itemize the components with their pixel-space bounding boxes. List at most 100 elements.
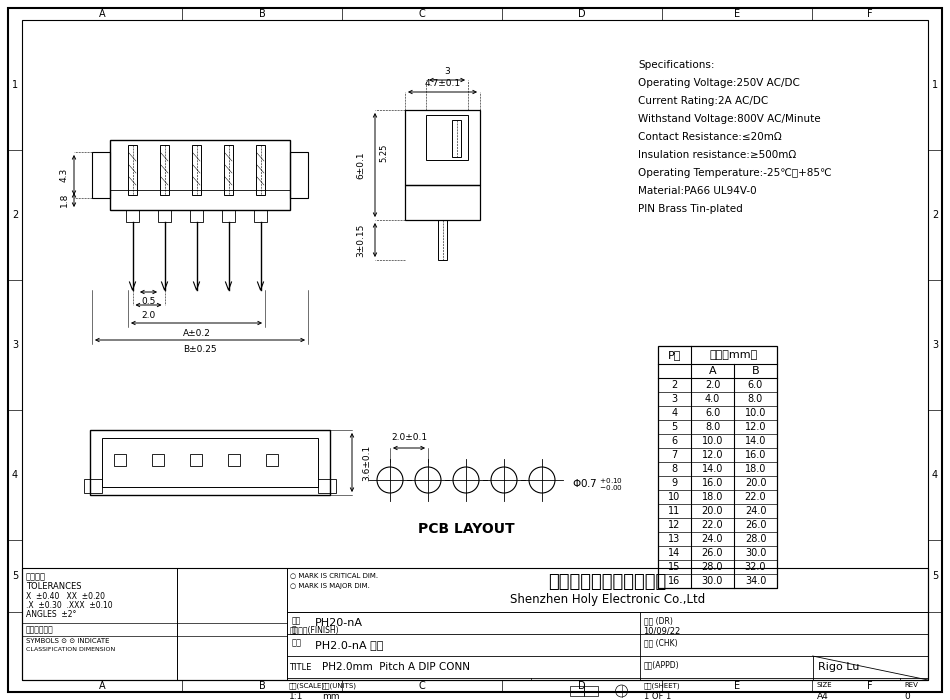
Text: CLASSIFICATION DIMENSION: CLASSIFICATION DIMENSION [26,647,115,652]
Text: 1 OF 1: 1 OF 1 [643,692,671,700]
Text: 26.0: 26.0 [745,520,767,530]
Text: TOLERANCES: TOLERANCES [26,582,82,591]
Text: Contact Resistance:≤20mΩ: Contact Resistance:≤20mΩ [638,132,782,142]
Text: 1:1: 1:1 [289,692,303,700]
Bar [90,430,330,495]
Text: 4: 4 [672,408,677,418]
Text: ○ MARK IS MAJOR DIM.: ○ MARK IS MAJOR DIM. [290,583,370,589]
Bar [114,454,126,466]
Text: F: F [867,681,873,691]
Bar [584,686,598,696]
Bar [405,185,480,220]
Text: P数: P数 [668,350,681,360]
Text: 8: 8 [672,464,677,474]
Text: 10.0: 10.0 [745,408,767,418]
Text: PH2.0mm  Pitch A DIP CONN: PH2.0mm Pitch A DIP CONN [322,662,470,672]
Text: 6: 6 [672,436,677,446]
Bar [110,140,290,210]
Text: D: D [579,681,586,691]
Text: 28.0: 28.0 [702,562,723,572]
Text: 15: 15 [668,562,681,572]
Text: Material:PA66 UL94V-0: Material:PA66 UL94V-0 [638,186,756,196]
Text: 32.0: 32.0 [745,562,767,572]
Text: 20.0: 20.0 [702,506,723,516]
Text: 一般公差: 一般公差 [26,572,46,581]
Text: 3±0.15: 3±0.15 [356,223,366,257]
Text: 工程: 工程 [292,616,301,625]
Text: Specifications:: Specifications: [638,60,714,70]
Text: D: D [579,9,586,19]
Text: B: B [751,366,759,376]
Text: 7: 7 [672,450,677,460]
Text: 单位(UNITS): 单位(UNITS) [322,682,357,689]
Bar [84,479,102,493]
Text: 6.0: 6.0 [705,408,720,418]
Text: E: E [734,681,740,691]
Text: 3: 3 [672,394,677,404]
Text: SIZE: SIZE [817,682,832,688]
Text: 2: 2 [932,210,938,220]
Text: X  ±0.40   XX  ±0.20: X ±0.40 XX ±0.20 [26,592,105,601]
Text: 4: 4 [12,470,18,480]
Text: 2.0: 2.0 [705,380,720,390]
Bar [266,454,278,466]
Text: 30.0: 30.0 [702,576,723,586]
Text: 30.0: 30.0 [745,548,767,558]
Text: PH2.0-nA 直针: PH2.0-nA 直针 [315,640,384,650]
Bar [290,152,308,198]
Text: 10/09/22: 10/09/22 [643,626,681,635]
Bar [452,120,461,157]
Text: 2.0±0.1: 2.0±0.1 [391,433,428,442]
Text: 5: 5 [11,571,18,581]
Bar [92,152,110,198]
Text: A±0.2: A±0.2 [182,328,211,337]
Text: Operating Temperature:-25℃～+85℃: Operating Temperature:-25℃～+85℃ [638,168,831,178]
Text: PH20-nA: PH20-nA [315,618,363,628]
Text: 12: 12 [668,520,681,530]
Text: 2: 2 [672,380,677,390]
Text: mm: mm [322,692,339,700]
Bar [102,438,318,487]
Bar [224,145,233,195]
Text: B±0.25: B±0.25 [183,346,217,354]
Text: 4.3: 4.3 [60,168,68,182]
Text: B: B [258,9,265,19]
Text: 8.0: 8.0 [748,394,763,404]
Text: 5: 5 [672,422,677,432]
Bar [318,479,336,493]
Text: 24.0: 24.0 [702,534,723,544]
Text: 张数(SHEET): 张数(SHEET) [643,682,680,689]
Bar [228,454,240,466]
Text: 26.0: 26.0 [702,548,723,558]
Text: C: C [419,681,426,691]
Bar [128,145,137,195]
Bar [222,210,235,222]
Text: 检验尺寸标示: 检验尺寸标示 [26,625,54,634]
Text: A: A [99,9,105,19]
Text: Operating Voltage:250V AC/DC: Operating Voltage:250V AC/DC [638,78,800,88]
Bar [22,568,928,680]
Text: F: F [867,9,873,19]
Text: 0: 0 [904,692,910,700]
Text: $\Phi$0.7 $^{+0.10}_{-0.00}$: $\Phi$0.7 $^{+0.10}_{-0.00}$ [572,477,623,494]
Text: REV: REV [904,682,918,688]
Text: 比例(SCALE): 比例(SCALE) [289,682,325,689]
Text: A: A [709,366,716,376]
Text: Current Rating:2A AC/DC: Current Rating:2A AC/DC [638,96,769,106]
Bar [256,145,265,195]
Text: 4: 4 [932,470,938,480]
Bar [405,110,480,185]
Text: 12.0: 12.0 [745,422,767,432]
Text: 5.25: 5.25 [379,144,388,162]
Text: 3: 3 [12,340,18,350]
Text: ANGLES  ±2°: ANGLES ±2° [26,610,76,619]
Text: 24.0: 24.0 [745,506,767,516]
Text: SYMBOLS ⊙ ⊙ INDICATE: SYMBOLS ⊙ ⊙ INDICATE [26,638,109,644]
Bar [160,145,169,195]
Text: 8.0: 8.0 [705,422,720,432]
Text: A: A [99,681,105,691]
Bar [152,454,164,466]
Text: 16.0: 16.0 [745,450,767,460]
Text: 11: 11 [669,506,680,516]
Text: 10.0: 10.0 [702,436,723,446]
